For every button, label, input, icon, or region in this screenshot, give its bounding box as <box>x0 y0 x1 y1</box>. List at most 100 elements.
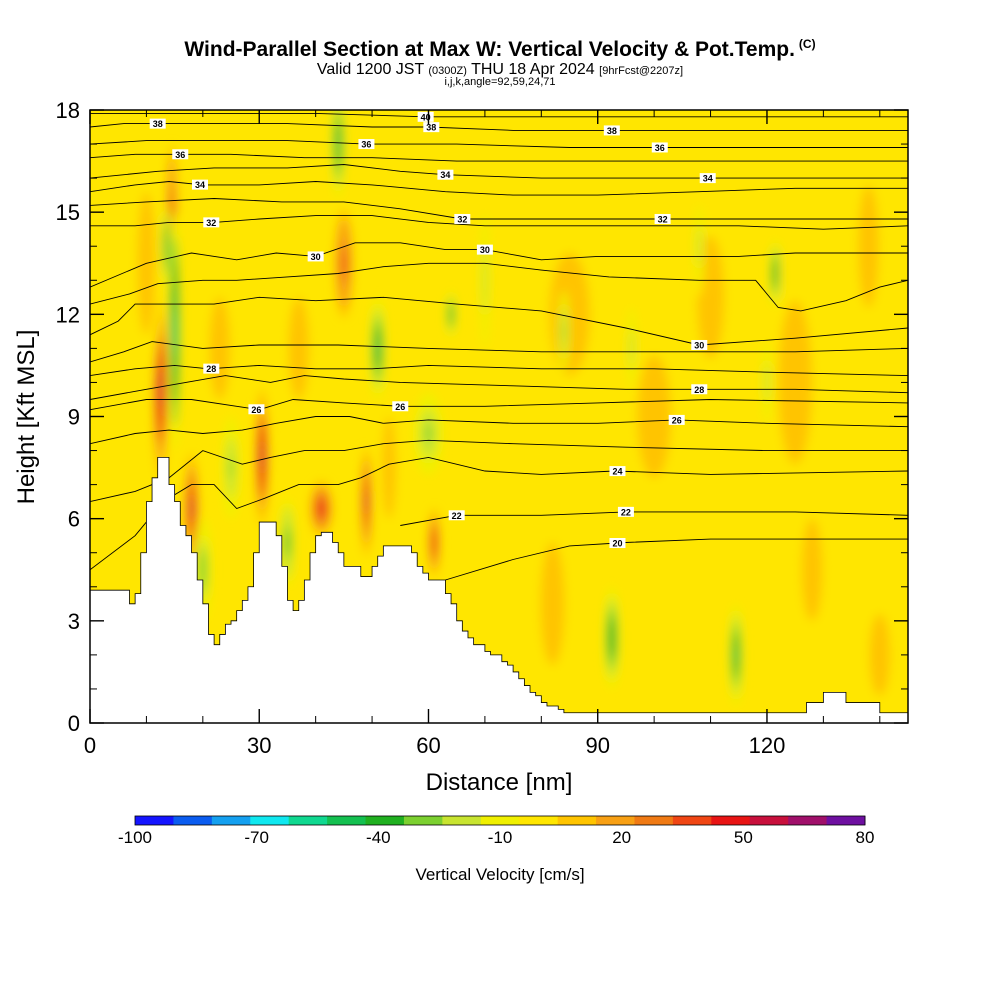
theta-contour-5 <box>90 439 908 503</box>
theta-contour-23 <box>90 153 908 162</box>
y-axis-title: Height [Kft MSL] <box>13 330 40 505</box>
velocity-cell-0 <box>159 371 162 407</box>
velocity-cell-36 <box>698 236 701 257</box>
contour-label-21: 34 <box>440 170 450 180</box>
x-tick-label: 60 <box>416 733 440 758</box>
colorbar-segment-16 <box>749 816 789 825</box>
velocity-cell-24 <box>229 457 233 478</box>
theta-contour-6 <box>383 419 908 428</box>
velocity-cell-25 <box>376 338 380 359</box>
theta-contour-20 <box>90 181 908 196</box>
y-tick-label: 15 <box>56 200 80 225</box>
contour-label-11: 28 <box>206 364 216 374</box>
colorbar-segment-17 <box>788 816 828 825</box>
contour-label-bg-24 <box>358 139 375 150</box>
chart-subtitle-indices: i,j,k,angle=92,59,24,71 <box>444 76 556 88</box>
contour-label-15: 30 <box>311 252 321 262</box>
contour-label-20: 34 <box>195 180 205 190</box>
contour-label-3: 24 <box>612 467 622 477</box>
colorbar-segment-18 <box>826 816 866 825</box>
y-tick-label: 12 <box>56 302 80 327</box>
contour-label-6: 26 <box>672 415 682 425</box>
colorbar-label: 80 <box>856 828 875 847</box>
contour-label-bg-23 <box>172 149 189 160</box>
colorbar-segment-0 <box>135 816 174 825</box>
x-tick-label: 0 <box>84 733 96 758</box>
velocity-cell-2 <box>190 497 194 520</box>
contour-label-bg-6 <box>668 414 685 425</box>
contour-label-bg-29 <box>417 111 434 122</box>
colorbar-segment-4 <box>288 816 328 825</box>
contour-label-bg-22 <box>699 173 716 184</box>
contour-label-22: 34 <box>703 174 713 184</box>
colorbar-label: -100 <box>118 828 152 847</box>
contour-label-26: 38 <box>153 119 163 129</box>
theta-contour-24 <box>90 140 908 148</box>
colorbar-segment-6 <box>365 816 405 825</box>
terrain-mask <box>90 456 908 723</box>
contour-label-29: 40 <box>421 112 431 122</box>
contour-label-bg-17 <box>203 217 220 228</box>
velocity-cell-20 <box>173 307 176 356</box>
contour-label-27: 38 <box>426 123 436 133</box>
velocity-cell-34 <box>562 323 566 340</box>
subtitle-date: THU 18 Apr 2024 <box>471 61 595 78</box>
y-tick-label: 6 <box>68 507 80 532</box>
chart-title-unit: (C) <box>798 37 816 51</box>
vertical-velocity-field <box>90 110 908 723</box>
chart-title: Wind-Parallel Section at Max W: Vertical… <box>0 37 1000 62</box>
velocity-cell-28 <box>483 263 487 298</box>
colorbar-segment-3 <box>250 816 290 825</box>
terrain-profile <box>90 456 908 723</box>
contour-label-bg-2 <box>448 510 465 521</box>
x-tick-label: 30 <box>247 733 271 758</box>
contour-label-bg-26 <box>149 118 166 129</box>
velocity-cell-23 <box>201 559 205 580</box>
velocity-cell-19 <box>876 641 884 669</box>
contour-label-bg-3 <box>609 466 626 477</box>
contour-label-17: 32 <box>206 218 216 228</box>
contour-label-bg-25 <box>651 142 668 153</box>
colorbar-segment-2 <box>211 816 251 825</box>
velocity-cell-14 <box>648 396 660 437</box>
theta-contour-12 <box>90 341 908 363</box>
contour-label-bg-9 <box>392 401 409 412</box>
potential-temperature-contours: 20 22 22 24 26 26 26 28 28 30 30 30 32 32 32 34 34 34 36 36… <box>90 111 908 581</box>
contour-label-25: 36 <box>655 143 665 153</box>
contour-label-19: 32 <box>658 214 668 224</box>
contour-label-bg-27 <box>423 122 440 133</box>
contour-label-bg-28 <box>603 125 620 136</box>
velocity-cell-5 <box>342 252 346 275</box>
velocity-cell-22 <box>285 533 289 552</box>
colorbar-segment-8 <box>442 816 482 825</box>
theta-contour-8 <box>90 399 908 411</box>
velocity-cell-33 <box>630 338 633 359</box>
theta-contour-15 <box>90 242 908 288</box>
contour-label-bg-15 <box>307 251 324 262</box>
velocity-cell-30 <box>734 644 738 666</box>
contour-label-28: 38 <box>607 126 617 136</box>
velocity-cell-9 <box>216 331 224 366</box>
y-tick-label: 3 <box>68 609 80 634</box>
contour-label-bg-10 <box>691 384 708 395</box>
colorbar-segment-12 <box>596 816 635 825</box>
contour-label-23: 36 <box>175 150 185 160</box>
contour-label-bg-18 <box>454 213 471 224</box>
x-axis-title: Distance [nm] <box>426 769 573 796</box>
contour-label-bg-21 <box>437 169 454 180</box>
velocity-cell-3 <box>260 443 264 471</box>
colorbar-segment-1 <box>173 816 213 825</box>
contour-label-10: 28 <box>694 385 704 395</box>
subtitle-zulu: (0300Z) <box>428 65 467 77</box>
colorbar-label: 50 <box>734 828 753 847</box>
contour-label-13: 30 <box>694 340 704 350</box>
colorbar: -100 -70 -40 -10 20 50 80 <box>118 815 875 847</box>
theta-contour-14 <box>90 262 908 312</box>
contour-label-2: 22 <box>452 511 462 521</box>
velocity-cell-6 <box>365 490 368 513</box>
subtitle-valid: Valid 1200 JST <box>316 61 424 78</box>
contour-label-8: 26 <box>251 405 261 415</box>
x-tick-label: 90 <box>585 733 609 758</box>
